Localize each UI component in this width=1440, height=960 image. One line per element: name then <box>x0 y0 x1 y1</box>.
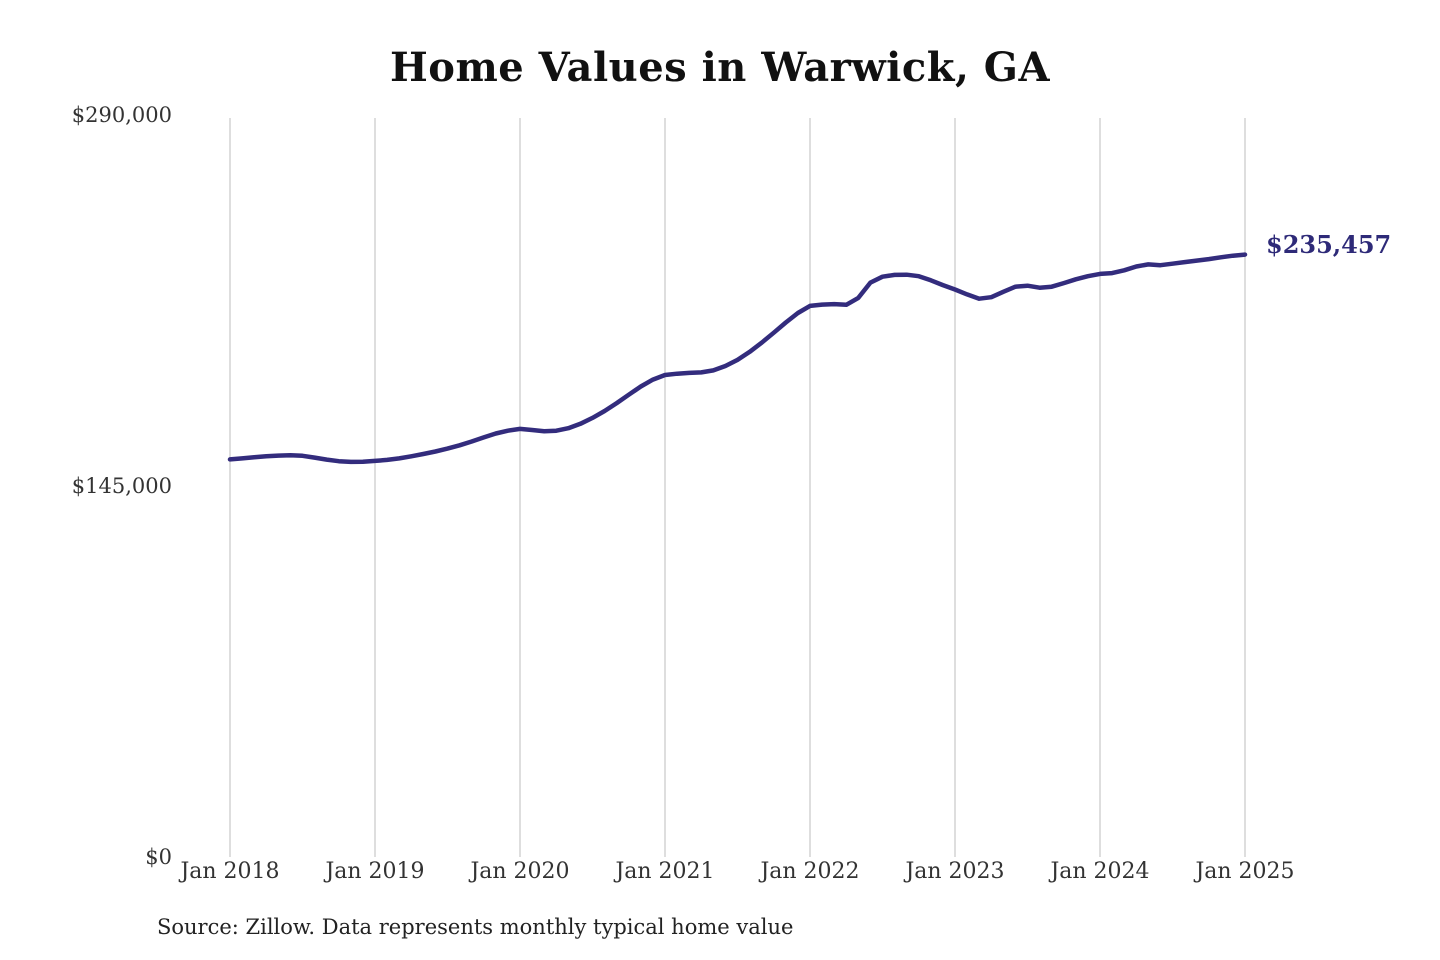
x-tick-label: Jan 2025 <box>1193 859 1294 884</box>
y-tick-label: $0 <box>145 845 172 869</box>
x-tick-label: Jan 2021 <box>613 859 714 884</box>
chart-title: Home Values in Warwick, GA <box>389 44 1050 91</box>
source-note: Source: Zillow. Data represents monthly … <box>157 915 794 939</box>
home-value-line <box>227 252 1248 465</box>
x-tick-label: Jan 2024 <box>1048 859 1149 884</box>
y-tick-label: $290,000 <box>72 103 172 127</box>
x-tick-label: Jan 2023 <box>903 859 1004 884</box>
latest-value-label: $235,457 <box>1266 230 1392 259</box>
y-tick-label: $145,000 <box>72 474 172 498</box>
x-tick-label: Jan 2018 <box>178 859 279 884</box>
x-tick-label: Jan 2019 <box>323 859 424 884</box>
x-tick-label: Jan 2020 <box>468 859 569 884</box>
x-tick-label: Jan 2022 <box>758 859 859 884</box>
